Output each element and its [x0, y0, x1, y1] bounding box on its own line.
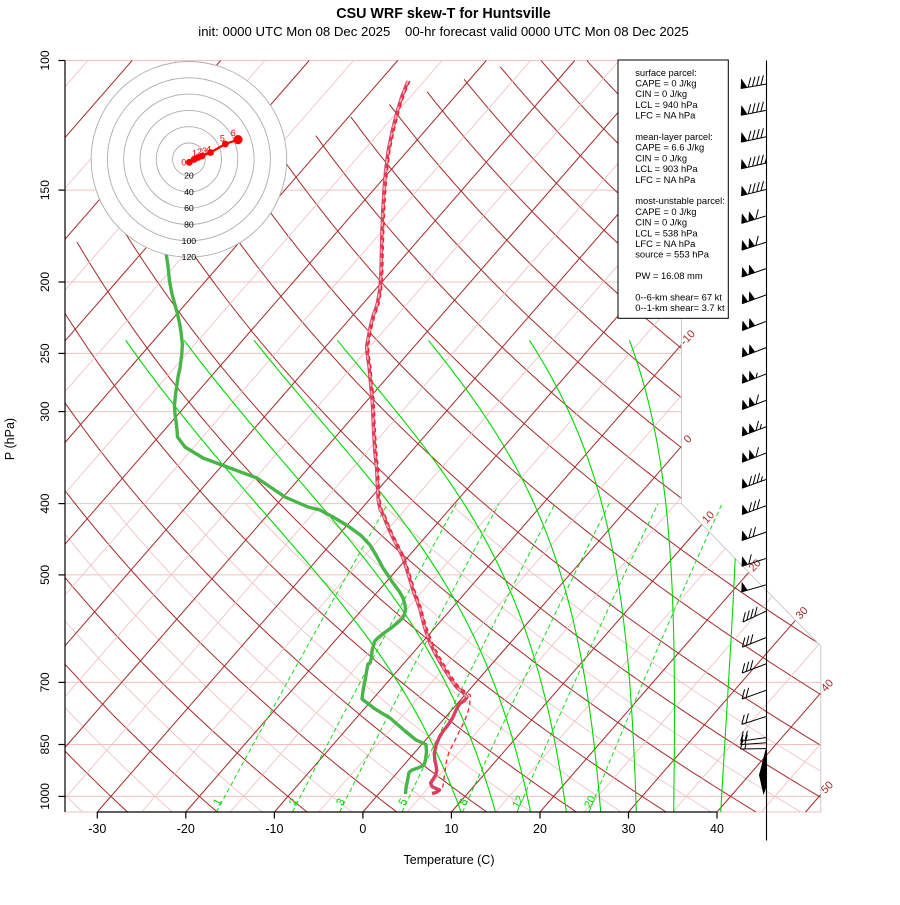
- svg-text:LFC = NA hPa: LFC = NA hPa: [635, 110, 696, 121]
- svg-text:2: 2: [197, 147, 202, 157]
- svg-text:CIN = 0 J/kg: CIN = 0 J/kg: [635, 217, 687, 228]
- svg-text:-10: -10: [265, 822, 283, 836]
- svg-text:100: 100: [182, 236, 197, 246]
- svg-text:500: 500: [38, 565, 52, 585]
- svg-text:source = 553 hPa: source = 553 hPa: [635, 249, 710, 260]
- svg-text:surface parcel:: surface parcel:: [635, 67, 697, 78]
- svg-text:250: 250: [38, 343, 52, 363]
- svg-text:CSU WRF skew-T for Huntsville: CSU WRF skew-T for Huntsville: [336, 6, 551, 22]
- svg-text:CAPE = 6.6 J/kg: CAPE = 6.6 J/kg: [635, 142, 704, 153]
- svg-text:120: 120: [182, 252, 197, 262]
- svg-text:mean-layer parcel:: mean-layer parcel:: [635, 131, 713, 142]
- svg-text:0: 0: [181, 158, 186, 168]
- svg-text:1: 1: [211, 797, 224, 808]
- svg-text:LFC = NA hPa: LFC = NA hPa: [635, 174, 696, 185]
- svg-text:700: 700: [38, 672, 52, 692]
- svg-text:0--6-km shear= 67 kt: 0--6-km shear= 67 kt: [635, 292, 722, 303]
- svg-text:20: 20: [533, 822, 547, 836]
- svg-text:150: 150: [38, 180, 52, 200]
- svg-text:80: 80: [184, 220, 194, 230]
- svg-text:LCL = 538 hPa: LCL = 538 hPa: [635, 227, 698, 238]
- svg-text:1: 1: [192, 149, 197, 159]
- svg-text:CAPE = 0 J/kg: CAPE = 0 J/kg: [635, 78, 696, 89]
- svg-text:5: 5: [397, 797, 410, 808]
- svg-text:-30: -30: [88, 822, 106, 836]
- svg-text:PW = 16.08 mm: PW = 16.08 mm: [635, 270, 703, 281]
- svg-text:5: 5: [220, 134, 225, 144]
- svg-text:init: 0000 UTC Mon 08 Dec 2025: init: 0000 UTC Mon 08 Dec 2025 00-hr for…: [198, 24, 688, 39]
- svg-text:LFC = NA hPa: LFC = NA hPa: [635, 238, 696, 249]
- svg-text:4: 4: [206, 145, 211, 155]
- svg-text:CIN = 0 J/kg: CIN = 0 J/kg: [635, 152, 687, 163]
- svg-text:P (hPa): P (hPa): [3, 418, 17, 460]
- svg-text:200: 200: [38, 272, 52, 292]
- svg-text:60: 60: [184, 203, 194, 213]
- svg-text:CAPE = 0 J/kg: CAPE = 0 J/kg: [635, 206, 696, 217]
- svg-text:-20: -20: [177, 822, 195, 836]
- svg-text:3: 3: [334, 797, 347, 808]
- svg-text:40: 40: [710, 822, 724, 836]
- svg-text:20: 20: [184, 171, 194, 181]
- svg-text:most-unstable parcel:: most-unstable parcel:: [635, 195, 725, 206]
- svg-text:2: 2: [287, 797, 300, 808]
- svg-text:40: 40: [184, 187, 194, 197]
- svg-text:20: 20: [582, 794, 598, 810]
- svg-text:400: 400: [38, 493, 52, 513]
- svg-text:100: 100: [38, 50, 52, 70]
- svg-text:850: 850: [38, 734, 52, 754]
- svg-text:6: 6: [231, 128, 236, 138]
- svg-text:LCL = 903 hPa: LCL = 903 hPa: [635, 163, 698, 174]
- svg-text:10: 10: [444, 822, 458, 836]
- svg-text:CIN = 0 J/kg: CIN = 0 J/kg: [635, 88, 687, 99]
- svg-text:1000: 1000: [38, 783, 52, 810]
- svg-text:0: 0: [359, 822, 366, 836]
- svg-text:300: 300: [38, 401, 52, 421]
- svg-text:30: 30: [622, 822, 636, 836]
- svg-text:12: 12: [510, 794, 526, 810]
- svg-text:LCL = 940 hPa: LCL = 940 hPa: [635, 99, 698, 110]
- svg-text:0--1-km shear= 3.7 kt: 0--1-km shear= 3.7 kt: [635, 302, 725, 313]
- svg-text:8: 8: [457, 797, 470, 808]
- svg-text:Temperature (C): Temperature (C): [404, 853, 495, 867]
- svg-text:3: 3: [202, 146, 207, 156]
